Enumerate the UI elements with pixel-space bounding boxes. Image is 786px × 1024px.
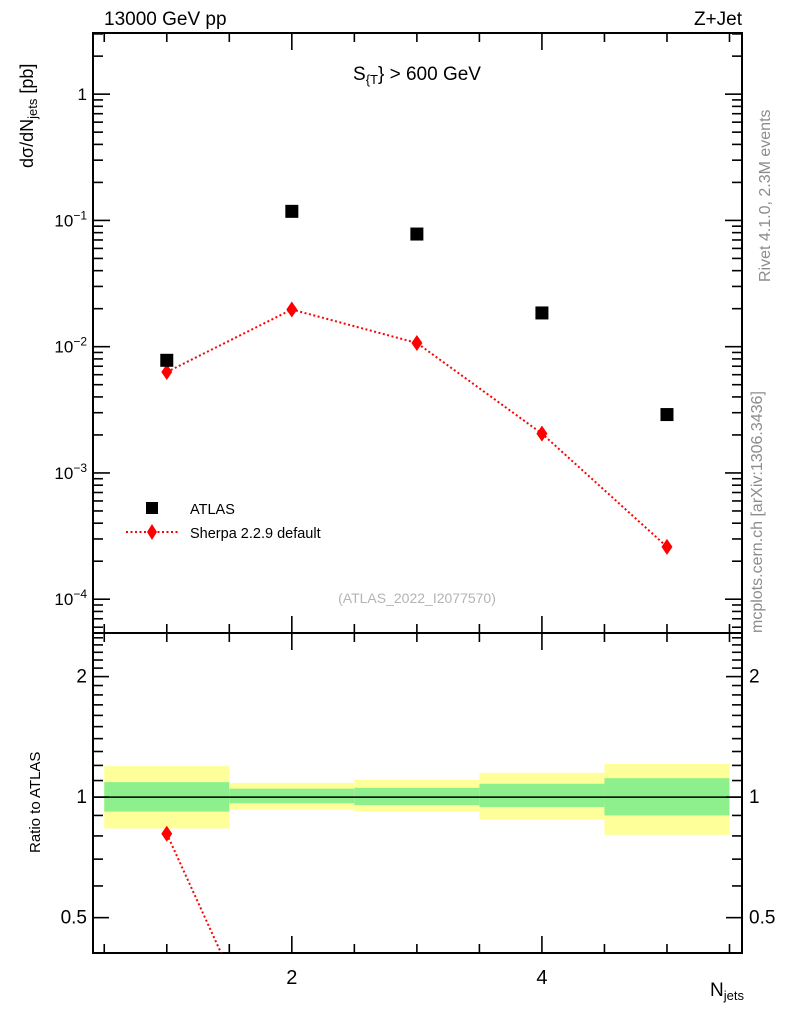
analysis-watermark: (ATLAS_2022_I2077570) (338, 590, 496, 606)
green-band-bin2 (229, 788, 355, 804)
ratio-y-tick-label-left: 0.5 (61, 908, 87, 929)
main-y-tick-label: 10−4 (54, 587, 87, 609)
atlas-data-point (285, 204, 299, 218)
main-y-tick-label: 1 (78, 85, 87, 104)
sherpa-data-point (286, 301, 298, 318)
ratio-y-tick-label-right: 1 (749, 787, 760, 808)
main-y-axis-title: dσ/dNjets [pb] (17, 64, 40, 168)
sherpa-data-point (161, 364, 173, 381)
data-series (160, 204, 674, 953)
green-band-bin4 (479, 783, 605, 807)
main-y-tick-label: 10−3 (54, 461, 87, 483)
legend-sherpa-marker (147, 524, 157, 540)
sherpa-data-point (411, 334, 423, 351)
axis-ticks (94, 33, 741, 952)
ratio-y-tick-label-left: 1 (76, 787, 87, 808)
header-beam-energy: 13000 GeV pp (104, 9, 227, 30)
main-y-tick-label: 10−1 (54, 208, 87, 230)
legend-sherpa-label: Sherpa 2.2.9 default (190, 526, 321, 542)
rivet-version-credit: Rivet 4.1.0, 2.3M events (757, 109, 774, 282)
sherpa-data-point (536, 425, 548, 442)
atlas-data-point (535, 306, 549, 320)
ratio-sherpa-point (161, 825, 173, 842)
x-tick-label: 4 (536, 967, 547, 989)
main-y-tick-label: 10−2 (54, 335, 87, 357)
legend-atlas-label: ATLAS (190, 502, 235, 518)
ratio-y-tick-label-right: 2 (749, 667, 760, 688)
x-axis-title: Njets (710, 980, 744, 1003)
atlas-data-point (660, 408, 674, 422)
atlas-data-point (410, 227, 424, 241)
ratio-y-axis-title: Ratio to ATLAS (27, 752, 44, 853)
x-tick-label: 2 (286, 967, 297, 989)
atlas-data-point (160, 353, 174, 367)
legend: ATLAS Sherpa 2.2.9 default (126, 502, 321, 542)
axis-tick-labels: 1 10−1 10−2 10−3 10−4 0.5 0.5 1 1 2 2 2 4 (54, 85, 775, 989)
cut-title: S{T} > 600 GeV (353, 64, 481, 87)
mcplots-credit: mcplots.cern.ch [arXiv:1306.3436] (749, 391, 766, 633)
ratio-sherpa-series (161, 825, 223, 953)
ratio-y-tick-label-left: 2 (76, 667, 87, 688)
sherpa-data-point (661, 538, 673, 555)
panel-frames (92, 32, 743, 954)
ratio-panel-frame (92, 632, 743, 954)
ratio-y-tick-label-right: 0.5 (749, 908, 775, 929)
legend-atlas-marker (146, 502, 158, 514)
header-process: Z+Jet (694, 9, 743, 30)
